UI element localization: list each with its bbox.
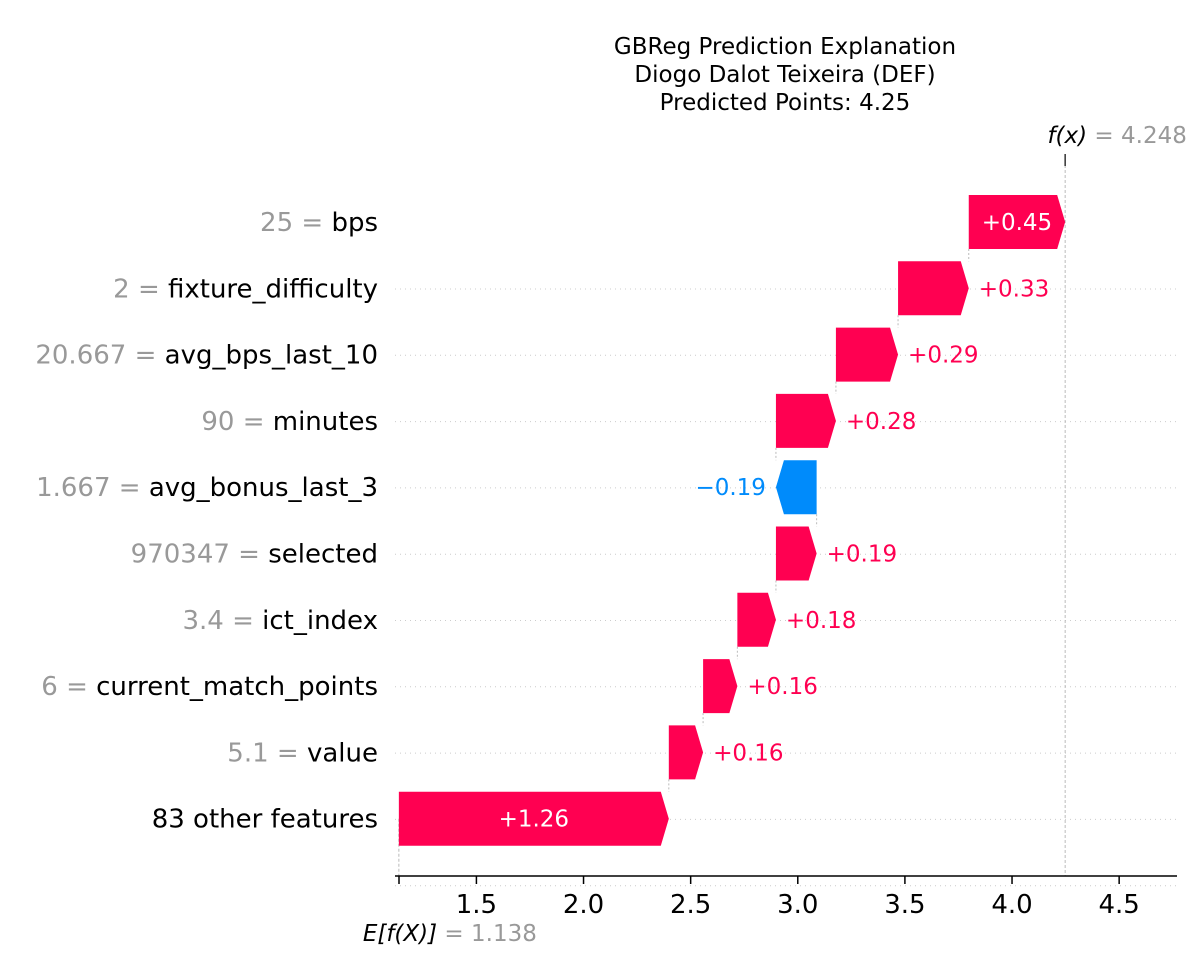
- bar-value-label: +0.33: [979, 276, 1049, 302]
- bar-selected: [775, 526, 817, 581]
- feature-value: 20.667 =: [35, 341, 164, 371]
- feature-name: avg_bonus_last_3: [149, 473, 378, 503]
- chart-title-line-3: Predicted Points: 4.25: [660, 90, 911, 116]
- feature-label: 90 = minutes: [201, 407, 378, 437]
- feature-label: 2 = fixture_difficulty: [113, 274, 378, 304]
- x-tick-label: 3.5: [884, 890, 925, 920]
- feature-name: minutes: [273, 407, 378, 437]
- feature-value: 5.1 =: [227, 738, 307, 768]
- feature-label: 3.4 = ict_index: [182, 606, 378, 636]
- feature-name: bps: [331, 208, 378, 238]
- feature-value: 25 =: [260, 208, 331, 238]
- x-tick-label: 1.5: [456, 890, 497, 920]
- feature-label: 1.667 = avg_bonus_last_3: [36, 473, 378, 503]
- output-value-label: f(x) = 4.248: [1047, 123, 1186, 149]
- x-tick-label: 4.0: [991, 890, 1032, 920]
- bar-avg_bps_last_10: [835, 327, 899, 382]
- feature-value: 970347 =: [131, 540, 269, 570]
- bar-value-label: +0.45: [982, 210, 1052, 236]
- feature-label: 6 = current_match_points: [41, 672, 378, 702]
- feature-value: 1.667 =: [36, 473, 149, 503]
- bar-value-label: +0.16: [713, 740, 783, 766]
- base-label: E[f(X)]: [363, 921, 437, 947]
- feature-name: fixture_difficulty: [168, 274, 378, 304]
- bar-avg_bonus_last_3: [775, 460, 817, 515]
- bar-value-label: +0.19: [827, 542, 897, 568]
- bar-bps: [968, 195, 1066, 249]
- base-value: = 1.138: [437, 921, 537, 947]
- feature-name: value: [307, 738, 378, 768]
- feature-value: 2 =: [113, 274, 168, 304]
- bar-value-label: +0.29: [908, 343, 978, 369]
- feature-name: 83 other features: [152, 805, 378, 835]
- bar-ict_index: [737, 592, 776, 647]
- bar-minutes: [775, 393, 836, 448]
- bar-value-label: +0.28: [846, 409, 916, 435]
- bar-value: [668, 725, 704, 780]
- value-annotations: f(x) = 4.248 E[f(X)] = 1.138: [363, 123, 1187, 947]
- bar-value-label: −0.19: [695, 475, 765, 501]
- feature-label: 970347 = selected: [131, 540, 378, 570]
- bar-fixture_difficulty: [898, 261, 969, 316]
- feature-value: 90 =: [201, 407, 272, 437]
- x-axis: 1.5 2.0 2.5 3.0 3.5 4.0 4.5: [395, 875, 1177, 920]
- feature-label: 25 = bps: [260, 208, 378, 238]
- feature-name: ict_index: [262, 606, 378, 636]
- feature-label: 83 other features: [152, 805, 378, 835]
- x-tick-label: 4.5: [1098, 890, 1139, 920]
- chart-title-line-2: Diogo Dalot Teixeira (DEF): [634, 62, 935, 88]
- chart-title: GBReg Prediction Explanation Diogo Dalot…: [614, 34, 956, 116]
- chart-title-line-1: GBReg Prediction Explanation: [614, 34, 956, 60]
- feature-name: selected: [268, 540, 378, 570]
- feature-name: avg_bps_last_10: [165, 341, 378, 371]
- x-tick-label: 2.0: [563, 890, 604, 920]
- base-value-label: E[f(X)] = 1.138: [363, 921, 537, 947]
- x-tick-label: 3.0: [777, 890, 818, 920]
- bar-value-label: +0.18: [786, 608, 856, 634]
- output-label: f(x): [1047, 123, 1087, 149]
- x-tick-label: 2.5: [670, 890, 711, 920]
- output-value: = 4.248: [1087, 123, 1187, 149]
- feature-value: 6 =: [41, 672, 96, 702]
- contribution-bars: +0.45 +0.33 +0.29 +0.28 −0.19 +0.19 +0.18 +0.16…: [398, 195, 1066, 846]
- bar-current_match_points: [703, 659, 738, 714]
- bar-value-label: +1.26: [499, 807, 569, 833]
- feature-value: 3.4 =: [182, 606, 262, 636]
- bar-83-other-features: [398, 791, 669, 846]
- feature-name: current_match_points: [96, 672, 378, 702]
- bar-value-label: +0.16: [747, 674, 817, 700]
- feature-label: 5.1 = value: [227, 738, 378, 768]
- feature-labels: 25 = bps 2 = fixture_difficulty 20.667 = a…: [35, 208, 378, 835]
- reference-lines: [398, 154, 1066, 876]
- feature-label: 20.667 = avg_bps_last_10: [35, 341, 378, 371]
